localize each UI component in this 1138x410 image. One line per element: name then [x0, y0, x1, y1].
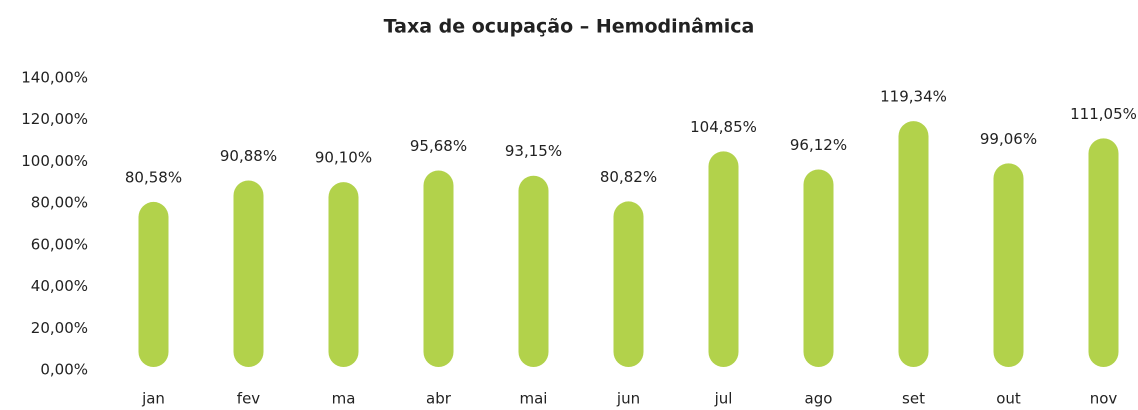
y-tick-label: 100,00% [21, 152, 88, 170]
bar [993, 163, 1024, 367]
y-tick-label: 0,00% [40, 361, 88, 379]
data-label: 96,12% [790, 136, 847, 154]
bar [1088, 138, 1119, 367]
y-tick-label: 40,00% [31, 277, 88, 295]
y-tick-label: 120,00% [21, 110, 88, 128]
bar [708, 151, 739, 367]
bar [518, 175, 549, 367]
x-tick-label: fev [237, 390, 261, 408]
x-tick-label: ago [805, 390, 833, 408]
data-label: 119,34% [880, 88, 947, 106]
bar [803, 169, 834, 367]
bar [898, 121, 929, 368]
data-label: 80,58% [125, 168, 182, 186]
data-label: 90,10% [315, 149, 372, 167]
x-tick-label: abr [426, 390, 452, 408]
x-tick-label: jul [714, 390, 733, 408]
y-tick-label: 20,00% [31, 319, 88, 337]
y-tick-label: 60,00% [31, 235, 88, 253]
bar [233, 180, 264, 367]
data-label: 99,06% [980, 130, 1037, 148]
x-tick-label: set [902, 390, 925, 408]
data-label: 111,05% [1070, 105, 1137, 123]
bar [613, 201, 644, 367]
data-label: 80,82% [600, 168, 657, 186]
y-tick-label: 140,00% [21, 69, 88, 87]
x-tick-label: jan [141, 390, 165, 408]
data-label: 95,68% [410, 137, 467, 155]
x-tick-label: mai [520, 390, 548, 408]
x-tick-label: nov [1090, 390, 1118, 408]
data-label: 93,15% [505, 142, 562, 160]
x-tick-label: out [996, 390, 1021, 408]
x-tick-label: ma [332, 390, 356, 408]
bar [328, 182, 359, 367]
data-label: 104,85% [690, 118, 757, 136]
x-tick-label: jun [616, 390, 640, 408]
chart-title: Taxa de ocupação – Hemodinâmica [384, 16, 755, 38]
y-tick-label: 80,00% [31, 194, 88, 212]
bar [423, 170, 454, 367]
data-label: 90,88% [220, 147, 277, 165]
bar [138, 201, 169, 367]
